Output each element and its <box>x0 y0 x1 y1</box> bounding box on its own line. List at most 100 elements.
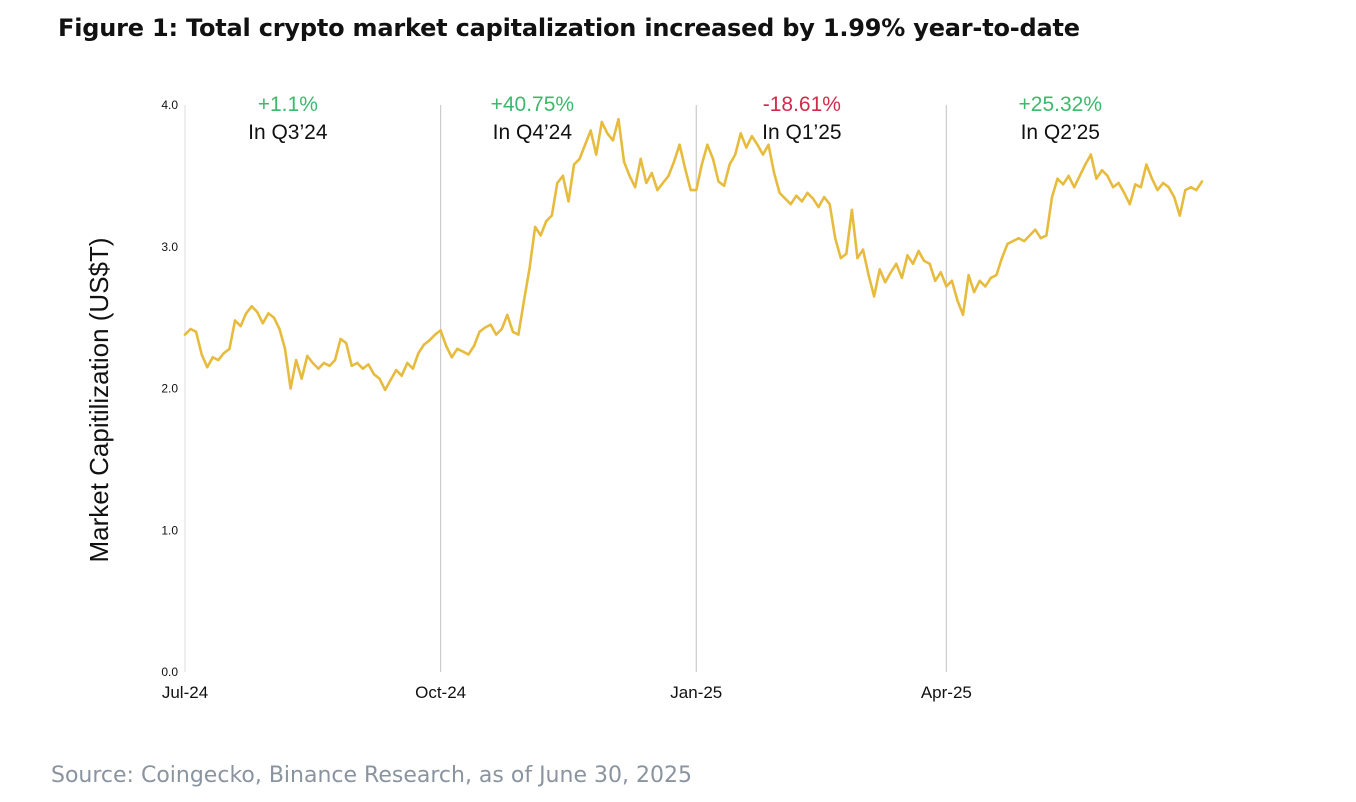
data-point <box>884 280 887 284</box>
data-point <box>317 367 320 370</box>
data-points <box>183 117 1204 392</box>
data-point <box>1200 180 1204 183</box>
quarter-annotations: +1.1% In Q3’24 +40.75% In Q4’24 -18.61% In Q1… <box>248 93 1102 144</box>
data-point <box>783 197 787 200</box>
data-point <box>1117 181 1120 185</box>
data-point <box>572 163 576 166</box>
data-point <box>811 197 815 200</box>
data-point <box>650 171 654 175</box>
data-point <box>283 347 287 351</box>
data-point <box>200 353 203 356</box>
x-tick-label: Jan-25 <box>670 683 722 702</box>
data-point <box>461 350 465 353</box>
data-point <box>356 361 359 365</box>
data-point <box>1189 186 1193 189</box>
data-point <box>856 256 859 260</box>
data-point <box>400 374 403 377</box>
data-point <box>311 361 315 365</box>
data-point <box>217 358 220 362</box>
data-point <box>1045 234 1048 237</box>
data-point <box>850 208 854 212</box>
data-point <box>383 388 387 392</box>
data-point <box>450 356 453 359</box>
data-point <box>389 378 392 382</box>
data-point <box>617 117 620 121</box>
data-point <box>595 153 598 156</box>
data-point <box>706 143 709 146</box>
data-point <box>667 174 670 178</box>
annotation-change: +25.32% <box>1019 93 1103 116</box>
data-point <box>244 312 248 315</box>
data-point <box>872 295 876 298</box>
data-point <box>444 344 448 348</box>
x-tick-labels: Jul-24 Oct-24 Jan-25 Apr-25 <box>162 683 972 702</box>
data-point <box>900 276 904 280</box>
data-point <box>350 364 353 368</box>
data-point <box>995 273 998 277</box>
data-point <box>233 319 237 322</box>
data-point <box>289 387 292 390</box>
data-point <box>1095 177 1098 180</box>
data-point <box>183 333 187 336</box>
data-point <box>1072 186 1076 189</box>
data-point <box>1061 183 1065 186</box>
y-tick-label: 4.0 <box>161 98 178 112</box>
data-point <box>761 153 765 156</box>
data-point <box>678 143 681 146</box>
data-point <box>717 180 720 183</box>
data-point <box>189 327 192 331</box>
data-point <box>622 160 626 163</box>
data-point <box>406 361 409 365</box>
data-point <box>1050 195 1054 199</box>
data-point <box>928 262 931 265</box>
data-point <box>1161 181 1165 185</box>
data-point <box>511 330 515 333</box>
data-point <box>1011 239 1015 243</box>
data-point <box>211 356 214 359</box>
data-point <box>1106 174 1109 178</box>
data-point <box>861 248 865 251</box>
data-point <box>361 367 365 370</box>
data-point <box>439 329 442 332</box>
y-axis-label: Market Capitilization (US$T) <box>84 237 114 562</box>
series-line <box>183 117 1204 392</box>
data-point <box>261 322 265 325</box>
data-point <box>834 237 837 240</box>
data-point <box>267 312 270 315</box>
annotation-quarter: In Q4’24 <box>493 121 573 144</box>
data-point <box>606 132 609 135</box>
data-point <box>495 333 498 336</box>
data-point <box>328 364 331 368</box>
annotation-change: +1.1% <box>258 93 318 116</box>
data-point <box>961 313 965 316</box>
data-point <box>1100 169 1104 172</box>
data-point <box>194 330 198 333</box>
data-point <box>367 363 370 366</box>
data-point <box>306 354 309 358</box>
data-point <box>1028 234 1031 237</box>
data-point <box>911 262 915 265</box>
data-point <box>483 326 487 329</box>
data-point <box>917 249 920 253</box>
data-point <box>867 273 870 277</box>
data-point <box>1178 214 1181 217</box>
data-point <box>561 174 565 178</box>
data-point <box>661 181 665 185</box>
data-point <box>672 160 676 163</box>
data-point <box>256 310 259 314</box>
data-point <box>989 276 993 280</box>
data-point <box>772 171 776 175</box>
data-point <box>500 327 503 331</box>
data-point <box>922 259 926 263</box>
annotation-change: -18.61% <box>763 93 841 116</box>
data-point <box>517 333 520 336</box>
data-point <box>472 344 476 348</box>
data-point <box>1039 237 1043 240</box>
data-point <box>422 343 426 346</box>
data-point <box>1111 186 1115 189</box>
data-point <box>417 351 420 355</box>
data-point <box>1167 186 1170 189</box>
data-point <box>394 368 398 372</box>
data-point <box>817 205 820 209</box>
